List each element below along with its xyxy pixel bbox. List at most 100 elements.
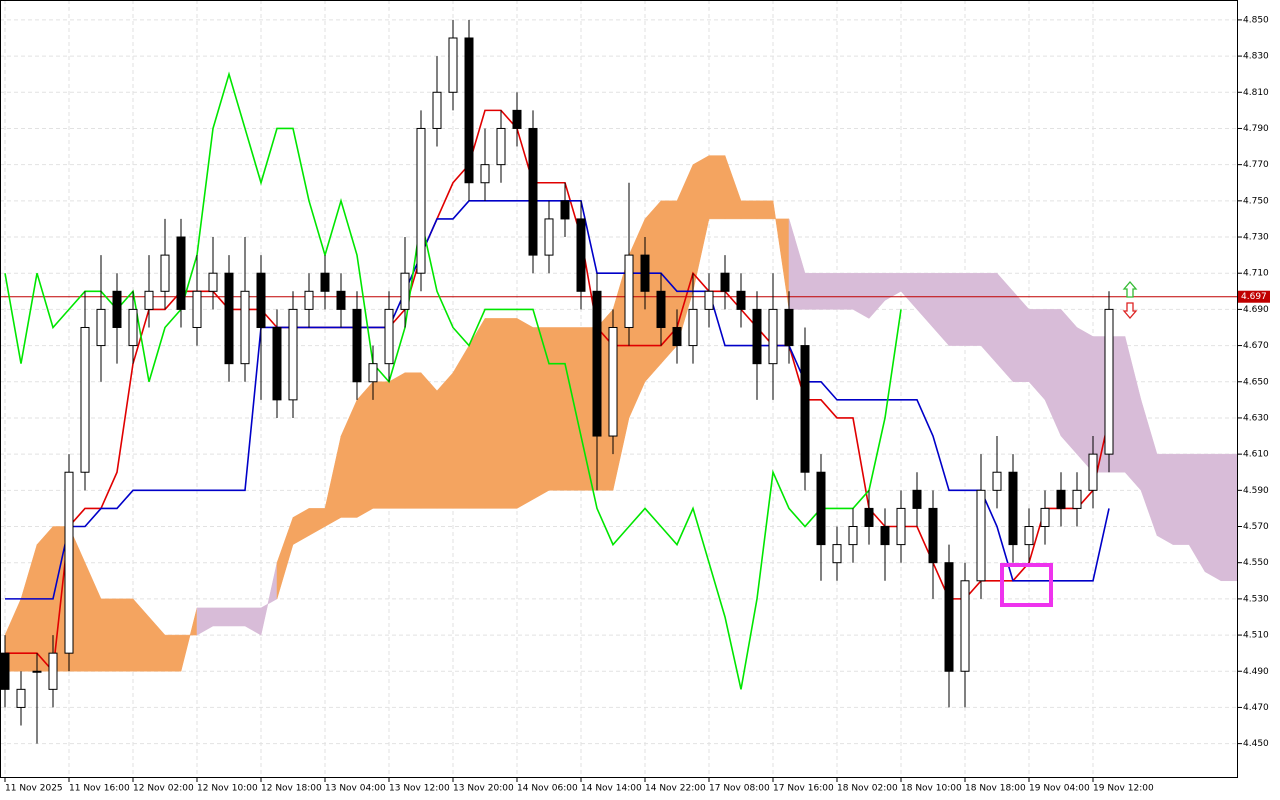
x-tick-label: 12 Nov 18:00 <box>261 784 322 794</box>
x-tick-label: 18 Nov 10:00 <box>901 784 962 794</box>
current-price-box <box>1238 290 1270 303</box>
candle-body <box>752 308 762 365</box>
candle-body <box>432 91 442 129</box>
candle-body <box>944 562 954 672</box>
candle-body <box>400 272 410 310</box>
candle-body <box>848 526 858 546</box>
x-tick-label: 18 Nov 02:00 <box>837 784 898 794</box>
candle-body <box>160 254 170 292</box>
candle-body <box>464 37 474 184</box>
x-tick-label: 11 Nov 2025 <box>5 784 63 794</box>
x-tick-label: 17 Nov 08:00 <box>709 784 770 794</box>
candle-body <box>80 326 90 473</box>
candle-body <box>368 363 378 383</box>
x-tick-label: 12 Nov 10:00 <box>197 784 258 794</box>
candle-body <box>448 37 458 93</box>
y-tick-label: 4.590 <box>1243 486 1269 496</box>
candle-body <box>544 218 554 256</box>
cloud-segment <box>548 327 566 491</box>
y-tick-label: 4.790 <box>1243 124 1269 134</box>
x-tick-label: 14 Nov 22:00 <box>645 784 706 794</box>
x-tick-label: 12 Nov 02:00 <box>133 784 194 794</box>
cloud-segment <box>212 607 230 627</box>
x-tick-label: 17 Nov 16:00 <box>773 784 834 794</box>
indicator-line <box>5 109 1110 674</box>
candle-body <box>688 308 698 347</box>
y-tick-label: 4.530 <box>1243 594 1269 604</box>
candle-body <box>720 272 730 292</box>
cloud-segment <box>500 318 518 509</box>
candle-body <box>672 326 682 347</box>
cloud-segment <box>100 598 118 672</box>
cloud-segment <box>356 381 374 518</box>
highlight-box <box>1000 563 1053 607</box>
y-tick-label: 4.650 <box>1243 377 1269 387</box>
candle-body <box>480 164 490 184</box>
y-tick-label: 4.710 <box>1243 269 1269 279</box>
cloud-segment <box>948 272 966 346</box>
cloud-segment <box>964 272 982 346</box>
candle-body <box>176 236 186 310</box>
x-tick-label: 13 Nov 04:00 <box>325 784 386 794</box>
x-tick-label: 13 Nov 12:00 <box>389 784 450 794</box>
candle-body <box>928 507 938 564</box>
y-tick-label: 4.770 <box>1243 160 1269 170</box>
candle-body <box>304 290 314 310</box>
cloud-segment <box>564 327 582 491</box>
cloud-segment <box>820 272 838 310</box>
y-tick-label: 4.470 <box>1243 703 1269 713</box>
cloud-segment <box>436 372 454 509</box>
up-arrow <box>1122 281 1138 298</box>
cloud-segment <box>388 372 406 509</box>
candle-body <box>528 127 538 256</box>
x-tick-label: 19 Nov 12:00 <box>1093 784 1154 794</box>
cloud-segment <box>1172 453 1190 545</box>
indicator-line <box>5 200 1110 600</box>
candle-body <box>16 688 26 708</box>
candle-body <box>864 507 874 528</box>
candle-body <box>1040 507 1050 528</box>
cloud-segment <box>420 372 438 509</box>
cloud-segment <box>804 272 822 310</box>
x-tick-label: 14 Nov 06:00 <box>517 784 578 794</box>
candle-body <box>624 254 634 328</box>
candle-body <box>1088 453 1098 491</box>
y-tick-label: 4.810 <box>1243 88 1269 98</box>
candle-body <box>784 308 794 347</box>
y-tick-label: 4.750 <box>1243 196 1269 206</box>
cloud-segment <box>468 317 486 509</box>
candle-body <box>832 544 842 564</box>
candle-body <box>32 670 42 673</box>
y-tick-label: 4.570 <box>1243 522 1269 532</box>
y-tick-label: 4.830 <box>1243 52 1269 62</box>
candle-body <box>608 326 618 437</box>
cloud-segment <box>1220 453 1238 582</box>
candle-body <box>112 290 122 328</box>
candle-body <box>880 526 890 546</box>
cloud-segment <box>756 200 774 220</box>
cloud-segment <box>1156 453 1174 546</box>
candle-body <box>48 652 58 690</box>
candle-body <box>64 471 74 654</box>
candle-body <box>416 127 426 274</box>
candle-body <box>1104 308 1114 455</box>
cloud-segment <box>164 634 182 672</box>
y-tick-label: 4.630 <box>1243 413 1269 423</box>
candle-body <box>896 507 906 546</box>
candle-body <box>704 290 714 310</box>
cloud-segment <box>1060 308 1078 455</box>
candle-body <box>208 272 218 292</box>
candle-body <box>240 290 250 365</box>
x-tick-label: 13 Nov 20:00 <box>453 784 514 794</box>
cloud-segment <box>740 200 758 220</box>
candle-body <box>0 652 10 690</box>
cloud-layer <box>4 155 1238 672</box>
y-tick-label: 4.610 <box>1243 450 1269 460</box>
plot-frame <box>0 0 1238 778</box>
candle-body <box>560 200 570 220</box>
candles-layer <box>0 19 1114 744</box>
cloud-segment <box>404 372 422 509</box>
x-tick-label: 18 Nov 18:00 <box>965 784 1026 794</box>
